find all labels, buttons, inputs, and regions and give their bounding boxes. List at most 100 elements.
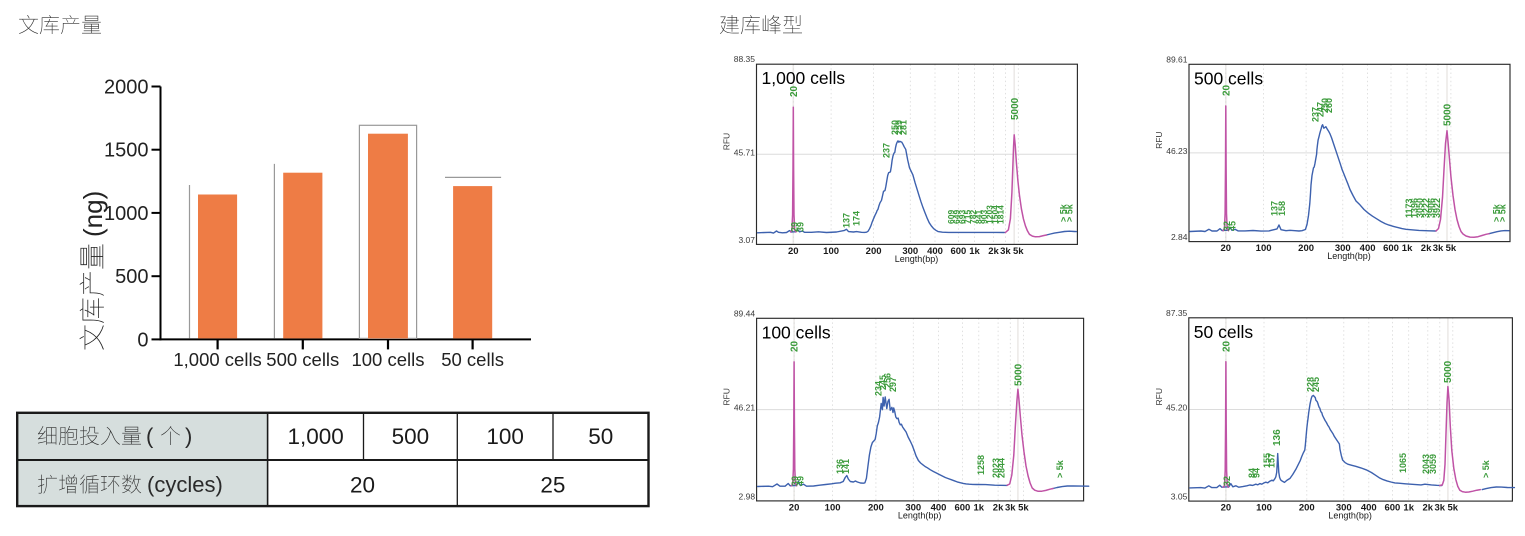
- svg-text:200: 200: [1299, 503, 1315, 514]
- svg-text:100: 100: [1256, 243, 1272, 254]
- svg-text:141: 141: [841, 459, 851, 474]
- svg-text:1173: 1173: [1404, 198, 1414, 218]
- svg-text:29: 29: [790, 222, 800, 232]
- svg-text:100: 100: [486, 424, 524, 449]
- svg-text:1,000 cells: 1,000 cells: [173, 349, 261, 370]
- svg-text:5k: 5k: [1448, 503, 1459, 514]
- svg-text:260: 260: [1324, 98, 1334, 113]
- svg-text:1396: 1396: [1410, 198, 1420, 218]
- svg-text:715: 715: [963, 210, 973, 224]
- svg-text:400: 400: [931, 502, 947, 513]
- svg-text:1k: 1k: [1403, 503, 1414, 514]
- svg-text:50 cells: 50 cells: [1194, 322, 1254, 342]
- svg-text:3222: 3222: [1421, 198, 1431, 218]
- svg-text:20: 20: [1221, 503, 1232, 514]
- svg-text:3050: 3050: [1415, 198, 1425, 218]
- svg-text:300: 300: [905, 502, 921, 513]
- svg-text:3.05: 3.05: [1171, 492, 1188, 502]
- svg-text:5k: 5k: [1446, 243, 1457, 254]
- svg-text:> 5k: > 5k: [1065, 203, 1075, 222]
- svg-text:5000: 5000: [1443, 360, 1454, 383]
- svg-text:46.21: 46.21: [734, 403, 756, 413]
- svg-text:297: 297: [888, 377, 898, 392]
- svg-text:1k: 1k: [974, 502, 985, 513]
- svg-text:903: 903: [979, 210, 989, 224]
- svg-text:2.98: 2.98: [739, 491, 756, 501]
- svg-text:3k: 3k: [1433, 243, 1444, 254]
- svg-text:87.35: 87.35: [1166, 308, 1188, 318]
- svg-text:1814: 1814: [996, 205, 1006, 224]
- svg-text:2000: 2000: [104, 77, 149, 99]
- svg-text:): ): [185, 424, 192, 449]
- svg-text:281: 281: [898, 120, 908, 135]
- svg-text:300: 300: [902, 246, 918, 257]
- svg-text:5000: 5000: [1014, 363, 1025, 386]
- svg-text:Length(bp): Length(bp): [895, 254, 939, 264]
- svg-text:20: 20: [1221, 243, 1232, 254]
- svg-text:500 cells: 500 cells: [1194, 68, 1263, 88]
- svg-text:50 cells: 50 cells: [441, 349, 504, 370]
- svg-text:1,000 cells: 1,000 cells: [762, 68, 846, 88]
- svg-text:20: 20: [1221, 84, 1232, 96]
- svg-text:237: 237: [882, 143, 892, 158]
- svg-text:5k: 5k: [1013, 246, 1024, 257]
- svg-text:2844: 2844: [997, 458, 1007, 478]
- svg-text:3k: 3k: [1000, 246, 1011, 257]
- svg-text:2.84: 2.84: [1171, 232, 1188, 242]
- svg-text:1258: 1258: [976, 455, 986, 475]
- svg-text:(ng): (ng): [78, 191, 108, 237]
- svg-text:39: 39: [790, 476, 800, 486]
- svg-text:136: 136: [835, 459, 845, 474]
- svg-text:3k: 3k: [1005, 502, 1016, 513]
- svg-text:500: 500: [115, 266, 148, 288]
- svg-text:600: 600: [954, 502, 970, 513]
- svg-text:174: 174: [852, 211, 862, 226]
- svg-text:3906: 3906: [1426, 198, 1436, 218]
- svg-text:155: 155: [1262, 453, 1272, 468]
- svg-text:200: 200: [1298, 243, 1314, 254]
- svg-text:45: 45: [1228, 221, 1238, 231]
- svg-text:5k: 5k: [1018, 502, 1029, 513]
- svg-text:137: 137: [1270, 201, 1280, 216]
- svg-text:100 cells: 100 cells: [351, 349, 424, 370]
- svg-text:20: 20: [350, 473, 375, 498]
- svg-text:> 5k: > 5k: [1055, 459, 1065, 478]
- svg-text:250: 250: [890, 120, 900, 135]
- svg-text:200: 200: [868, 502, 884, 513]
- svg-text:250: 250: [1320, 98, 1330, 113]
- svg-text:400: 400: [927, 246, 943, 257]
- svg-text:247: 247: [1316, 102, 1326, 117]
- svg-text:136: 136: [1272, 429, 1283, 446]
- svg-text:100: 100: [823, 246, 839, 257]
- svg-text:1k: 1k: [1402, 243, 1413, 254]
- svg-text:(cycles): (cycles): [147, 472, 223, 497]
- svg-text:89.61: 89.61: [1166, 54, 1188, 64]
- svg-text:400: 400: [1360, 243, 1376, 254]
- svg-text:49: 49: [796, 476, 806, 486]
- svg-text:100 cells: 100 cells: [762, 322, 831, 342]
- svg-text:3059: 3059: [1428, 454, 1438, 474]
- svg-text:100: 100: [825, 502, 841, 513]
- svg-text:RFU: RFU: [722, 133, 732, 150]
- svg-text:600: 600: [950, 246, 966, 257]
- svg-text:1203: 1203: [985, 205, 995, 224]
- svg-text:1000: 1000: [104, 203, 149, 225]
- svg-text:94: 94: [1252, 468, 1262, 478]
- svg-text:234: 234: [874, 381, 884, 396]
- svg-text:> 5k: > 5k: [1492, 203, 1502, 222]
- svg-text:1,000: 1,000: [287, 424, 343, 449]
- svg-text:2043: 2043: [1421, 454, 1431, 474]
- svg-text:Length(bp): Length(bp): [1328, 511, 1372, 521]
- svg-text:5000: 5000: [1010, 97, 1021, 120]
- svg-text:100: 100: [1256, 503, 1272, 514]
- svg-text:2k: 2k: [988, 246, 999, 257]
- svg-text:609: 609: [946, 210, 956, 224]
- svg-text:400: 400: [1361, 503, 1377, 514]
- svg-text:3922: 3922: [1432, 198, 1442, 218]
- svg-text:3.07: 3.07: [738, 235, 755, 245]
- svg-text:600: 600: [1384, 503, 1400, 514]
- svg-text:> 5k: > 5k: [1481, 459, 1491, 478]
- svg-text:1065: 1065: [1398, 453, 1408, 473]
- svg-text:3k: 3k: [1435, 503, 1446, 514]
- svg-text:137: 137: [842, 213, 852, 228]
